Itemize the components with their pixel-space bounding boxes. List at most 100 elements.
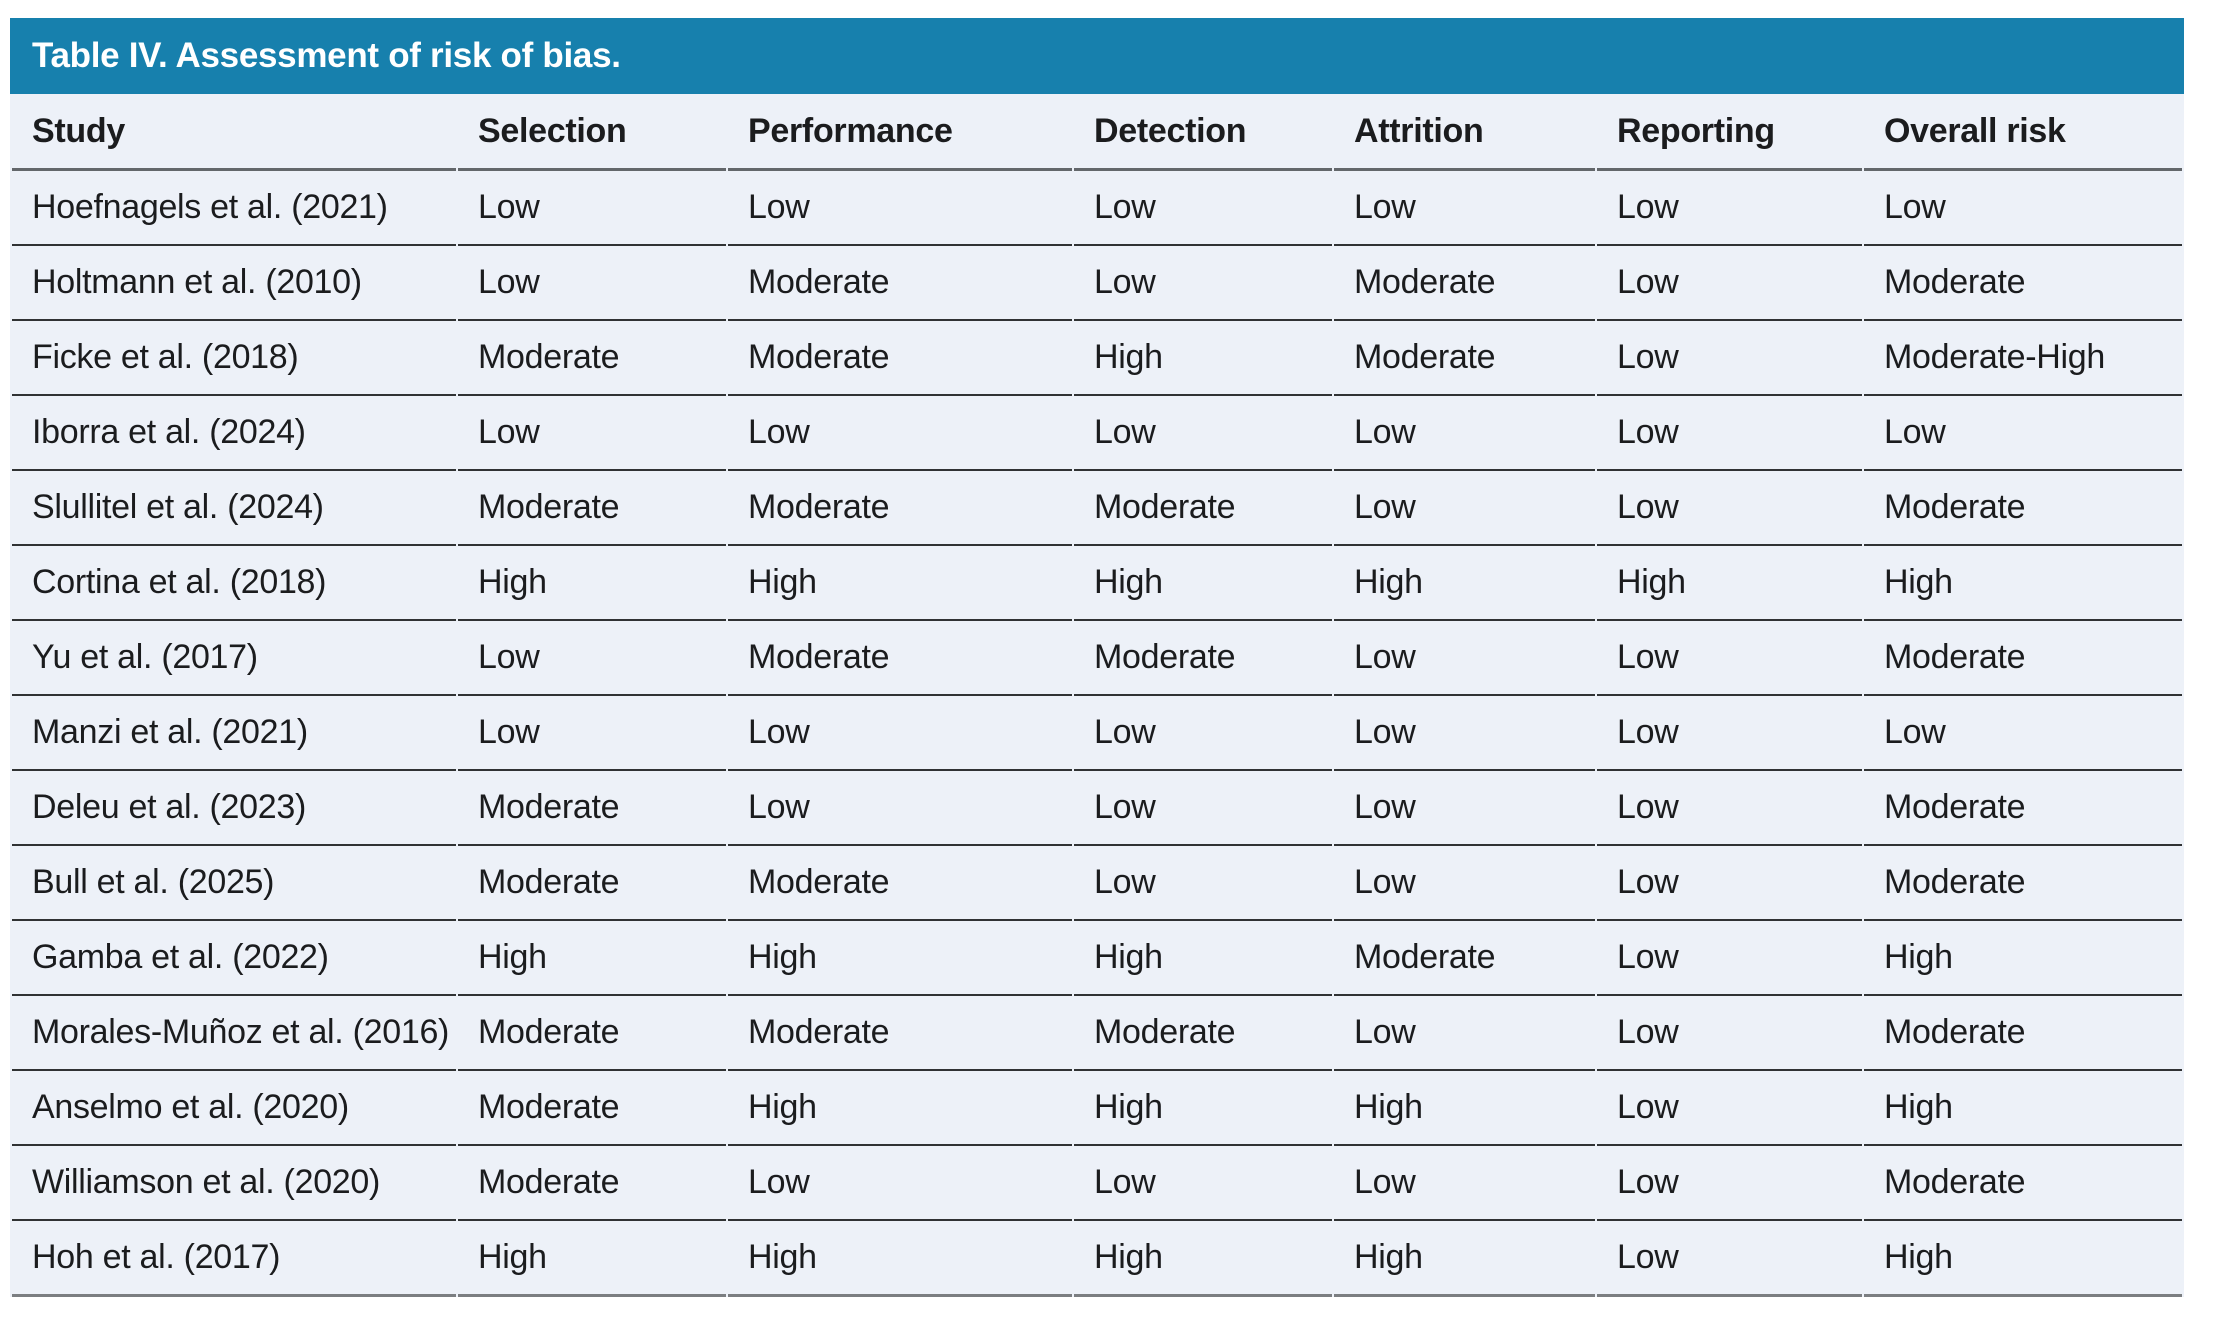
- cell-selection: Moderate: [458, 846, 726, 921]
- cell-performance: High: [728, 1221, 1072, 1297]
- cell-study: Anselmo et al. (2020): [12, 1071, 456, 1146]
- cell-performance: Moderate: [728, 621, 1072, 696]
- cell-attrition: Low: [1334, 771, 1595, 846]
- cell-reporting: Low: [1597, 996, 1862, 1071]
- table-row: Anselmo et al. (2020) Moderate High High…: [12, 1071, 2182, 1146]
- cell-reporting: Low: [1597, 621, 1862, 696]
- column-header-performance: Performance: [728, 94, 1072, 171]
- cell-overall-risk: High: [1864, 1221, 2182, 1297]
- table-title: Table IV. Assessment of risk of bias.: [32, 36, 621, 75]
- cell-detection: Low: [1074, 396, 1332, 471]
- cell-study: Slullitel et al. (2024): [12, 471, 456, 546]
- table-row: Holtmann et al. (2010) Low Moderate Low …: [12, 246, 2182, 321]
- table-row: Bull et al. (2025) Moderate Moderate Low…: [12, 846, 2182, 921]
- cell-study: Hoh et al. (2017): [12, 1221, 456, 1297]
- column-header-detection: Detection: [1074, 94, 1332, 171]
- cell-selection: Moderate: [458, 1071, 726, 1146]
- cell-selection: Moderate: [458, 771, 726, 846]
- column-header-attrition: Attrition: [1334, 94, 1595, 171]
- cell-attrition: Low: [1334, 1146, 1595, 1221]
- cell-study: Williamson et al. (2020): [12, 1146, 456, 1221]
- table-title-bar: Table IV. Assessment of risk of bias.: [10, 18, 2184, 94]
- cell-overall-risk: Low: [1864, 396, 2182, 471]
- cell-detection: Moderate: [1074, 471, 1332, 546]
- cell-reporting: Low: [1597, 396, 1862, 471]
- cell-detection: Low: [1074, 846, 1332, 921]
- cell-attrition: Low: [1334, 996, 1595, 1071]
- cell-reporting: Low: [1597, 921, 1862, 996]
- table-row: Iborra et al. (2024) Low Low Low Low Low…: [12, 396, 2182, 471]
- table-row: Hoh et al. (2017) High High High High Lo…: [12, 1221, 2182, 1297]
- cell-attrition: Low: [1334, 171, 1595, 246]
- cell-detection: Low: [1074, 171, 1332, 246]
- cell-attrition: Low: [1334, 621, 1595, 696]
- cell-selection: High: [458, 546, 726, 621]
- cell-performance: Moderate: [728, 321, 1072, 396]
- cell-study: Manzi et al. (2021): [12, 696, 456, 771]
- cell-overall-risk: Moderate: [1864, 471, 2182, 546]
- cell-detection: Low: [1074, 771, 1332, 846]
- cell-overall-risk: Moderate: [1864, 846, 2182, 921]
- column-header-study: Study: [12, 94, 456, 171]
- table-row: Ficke et al. (2018) Moderate Moderate Hi…: [12, 321, 2182, 396]
- cell-study: Yu et al. (2017): [12, 621, 456, 696]
- cell-performance: Moderate: [728, 246, 1072, 321]
- cell-performance: Low: [728, 396, 1072, 471]
- cell-selection: Moderate: [458, 1146, 726, 1221]
- cell-overall-risk: Low: [1864, 696, 2182, 771]
- cell-overall-risk: High: [1864, 546, 2182, 621]
- cell-detection: Low: [1074, 246, 1332, 321]
- cell-study: Iborra et al. (2024): [12, 396, 456, 471]
- cell-attrition: Low: [1334, 846, 1595, 921]
- cell-study: Ficke et al. (2018): [12, 321, 456, 396]
- cell-overall-risk: Moderate: [1864, 1146, 2182, 1221]
- cell-study: Morales-Muñoz et al. (2016): [12, 996, 456, 1071]
- cell-detection: Low: [1074, 1146, 1332, 1221]
- cell-overall-risk: Moderate: [1864, 996, 2182, 1071]
- table-row: Deleu et al. (2023) Moderate Low Low Low…: [12, 771, 2182, 846]
- table-row: Manzi et al. (2021) Low Low Low Low Low …: [12, 696, 2182, 771]
- cell-performance: High: [728, 1071, 1072, 1146]
- cell-performance: Moderate: [728, 996, 1072, 1071]
- column-header-selection: Selection: [458, 94, 726, 171]
- cell-performance: Low: [728, 771, 1072, 846]
- risk-of-bias-table: Table IV. Assessment of risk of bias. St…: [10, 18, 2184, 1297]
- cell-selection: High: [458, 1221, 726, 1297]
- cell-selection: High: [458, 921, 726, 996]
- cell-attrition: Low: [1334, 471, 1595, 546]
- cell-detection: High: [1074, 546, 1332, 621]
- cell-attrition: Low: [1334, 396, 1595, 471]
- cell-reporting: Low: [1597, 771, 1862, 846]
- cell-reporting: Low: [1597, 246, 1862, 321]
- cell-study: Bull et al. (2025): [12, 846, 456, 921]
- table-row: Gamba et al. (2022) High High High Moder…: [12, 921, 2182, 996]
- table-row: Hoefnagels et al. (2021) Low Low Low Low…: [12, 171, 2182, 246]
- cell-attrition: Moderate: [1334, 246, 1595, 321]
- cell-study: Gamba et al. (2022): [12, 921, 456, 996]
- cell-overall-risk: High: [1864, 1071, 2182, 1146]
- data-table: Study Selection Performance Detection At…: [10, 94, 2184, 1297]
- cell-reporting: Low: [1597, 846, 1862, 921]
- cell-overall-risk: Moderate: [1864, 621, 2182, 696]
- cell-performance: High: [728, 546, 1072, 621]
- cell-reporting: Low: [1597, 171, 1862, 246]
- cell-attrition: High: [1334, 1071, 1595, 1146]
- cell-detection: Moderate: [1074, 996, 1332, 1071]
- cell-reporting: Low: [1597, 696, 1862, 771]
- table-header: Study Selection Performance Detection At…: [12, 94, 2182, 171]
- cell-detection: High: [1074, 1221, 1332, 1297]
- header-row: Study Selection Performance Detection At…: [12, 94, 2182, 171]
- cell-overall-risk: Low: [1864, 171, 2182, 246]
- cell-selection: Low: [458, 246, 726, 321]
- cell-attrition: Low: [1334, 696, 1595, 771]
- cell-performance: Low: [728, 1146, 1072, 1221]
- cell-performance: Low: [728, 171, 1072, 246]
- cell-detection: Moderate: [1074, 621, 1332, 696]
- cell-reporting: Low: [1597, 321, 1862, 396]
- cell-study: Deleu et al. (2023): [12, 771, 456, 846]
- cell-selection: Low: [458, 396, 726, 471]
- cell-selection: Low: [458, 621, 726, 696]
- table-row: Cortina et al. (2018) High High High Hig…: [12, 546, 2182, 621]
- cell-selection: Moderate: [458, 996, 726, 1071]
- cell-overall-risk: High: [1864, 921, 2182, 996]
